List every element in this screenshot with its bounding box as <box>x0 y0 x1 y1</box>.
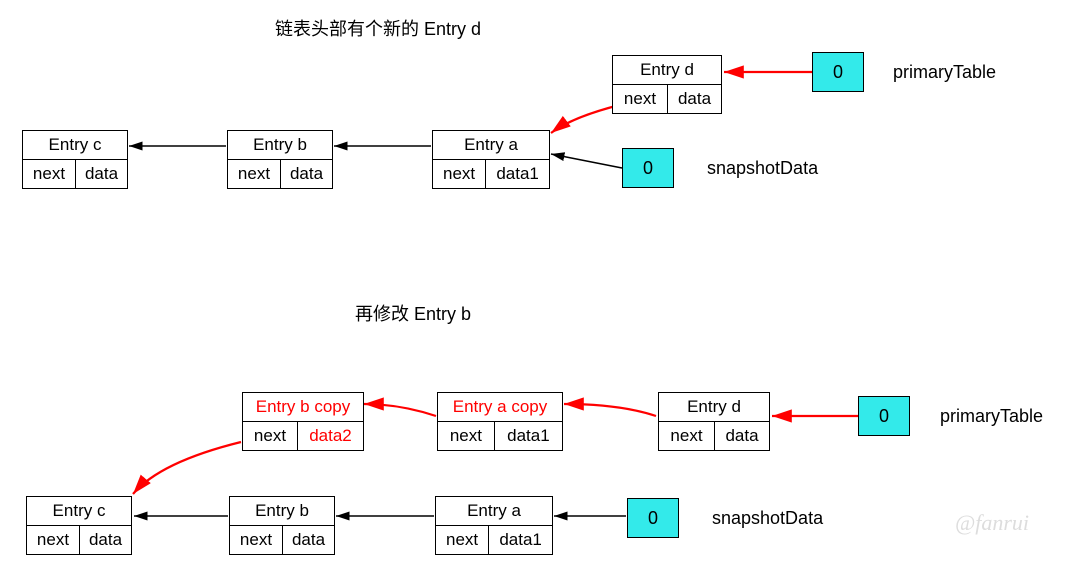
diagram-canvas: 链表头部有个新的 Entry d Entry d next data 0 pri… <box>0 0 1080 584</box>
entry-data: data1 <box>488 526 552 554</box>
primary-bucket-1: 0 <box>812 52 864 92</box>
entry-data: data <box>280 160 332 188</box>
snapshot-label-1: snapshotData <box>707 158 818 179</box>
entry-next: next <box>228 160 280 188</box>
entry-next: next <box>659 422 714 450</box>
entry-a-copy: Entry a copy next data1 <box>437 392 563 451</box>
entry-next: next <box>243 422 297 450</box>
entry-head: Entry d <box>658 392 770 422</box>
primary-label-2: primaryTable <box>940 406 1043 427</box>
entry-b-1: Entry b next data <box>227 130 333 189</box>
entry-d-2: Entry d next data <box>658 392 770 451</box>
snapshot-label-2: snapshotData <box>712 508 823 529</box>
entry-data: data <box>75 160 127 188</box>
diagram1-title: 链表头部有个新的 Entry d <box>275 15 481 41</box>
entry-head: Entry c <box>22 130 128 160</box>
snapshot-bucket-2: 0 <box>627 498 679 538</box>
entry-head: Entry b <box>229 496 335 526</box>
entry-data: data <box>282 526 334 554</box>
entry-head: Entry a <box>435 496 553 526</box>
entry-head: Entry c <box>26 496 132 526</box>
entry-a-2: Entry a next data1 <box>435 496 553 555</box>
entry-head: Entry a copy <box>437 392 563 422</box>
diagram2-title: 再修改 Entry b <box>355 300 471 326</box>
entry-next: next <box>27 526 79 554</box>
entry-data: data <box>79 526 131 554</box>
entry-next: next <box>436 526 488 554</box>
entry-c-2: Entry c next data <box>26 496 132 555</box>
entry-head: Entry a <box>432 130 550 160</box>
primary-label-1: primaryTable <box>893 62 996 83</box>
entry-a-1: Entry a next data1 <box>432 130 550 189</box>
entry-data: data <box>667 85 721 113</box>
entry-next: next <box>613 85 667 113</box>
entry-head: Entry d <box>612 55 722 85</box>
snapshot-bucket-1: 0 <box>622 148 674 188</box>
entry-head: Entry b <box>227 130 333 160</box>
entry-data: data1 <box>485 160 549 188</box>
watermark: @fanrui <box>955 510 1029 536</box>
entry-data: data2 <box>297 422 363 450</box>
primary-bucket-2: 0 <box>858 396 910 436</box>
entry-d-1: Entry d next data <box>612 55 722 114</box>
entry-next: next <box>438 422 494 450</box>
entry-c-1: Entry c next data <box>22 130 128 189</box>
entry-data: data <box>714 422 769 450</box>
entry-head: Entry b copy <box>242 392 364 422</box>
entry-next: next <box>433 160 485 188</box>
entry-next: next <box>230 526 282 554</box>
entry-b-2: Entry b next data <box>229 496 335 555</box>
entry-next: next <box>23 160 75 188</box>
entry-b-copy: Entry b copy next data2 <box>242 392 364 451</box>
entry-data: data1 <box>494 422 562 450</box>
